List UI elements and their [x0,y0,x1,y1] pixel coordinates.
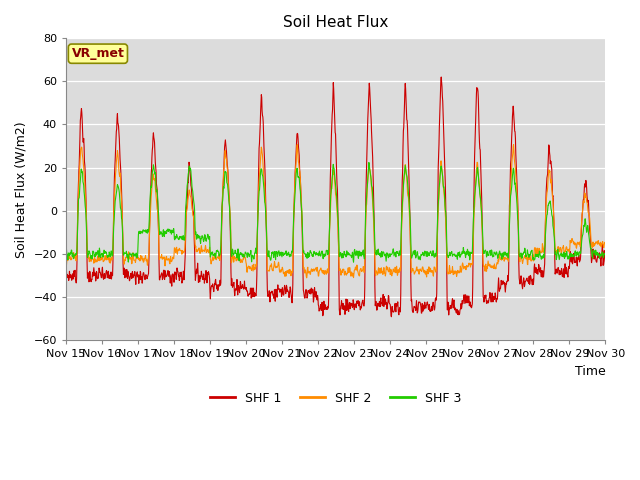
Line: SHF 1: SHF 1 [66,77,605,317]
SHF 2 [602,240,609,246]
SHF 1 [169,271,177,277]
SHF 1 [243,285,250,290]
SHF 2 [169,254,177,260]
SHF 2 [62,264,70,270]
Line: SHF 3: SHF 3 [66,163,605,262]
SHF 1 [62,264,70,269]
SHF 3 [420,253,428,259]
Text: VR_met: VR_met [72,47,124,60]
SHF 1 [491,297,499,302]
SHF 3 [365,160,372,166]
SHF 1 [602,262,609,267]
SHF 3 [243,251,250,257]
SHF 1 [388,314,396,320]
SHF 3 [349,259,357,265]
SHF 2 [182,215,190,221]
SHF 2 [303,275,310,281]
SHF 3 [182,201,190,207]
SHF 1 [420,302,428,308]
Title: Soil Heat Flux: Soil Heat Flux [283,15,388,30]
SHF 2 [243,261,250,267]
Legend: SHF 1, SHF 2, SHF 3: SHF 1, SHF 2, SHF 3 [205,387,467,410]
Line: SHF 2: SHF 2 [66,144,605,278]
SHF 2 [490,264,498,270]
SHF 3 [491,250,499,255]
SHF 2 [509,142,517,147]
SHF 2 [420,268,428,274]
Y-axis label: Soil Heat Flux (W/m2): Soil Heat Flux (W/m2) [15,121,28,258]
X-axis label: Time: Time [575,365,605,378]
SHF 1 [538,271,546,277]
SHF 1 [182,216,190,222]
SHF 2 [538,248,546,253]
SHF 3 [538,253,546,259]
SHF 1 [437,74,445,80]
SHF 3 [169,229,177,235]
SHF 3 [602,250,609,256]
SHF 3 [62,244,70,250]
